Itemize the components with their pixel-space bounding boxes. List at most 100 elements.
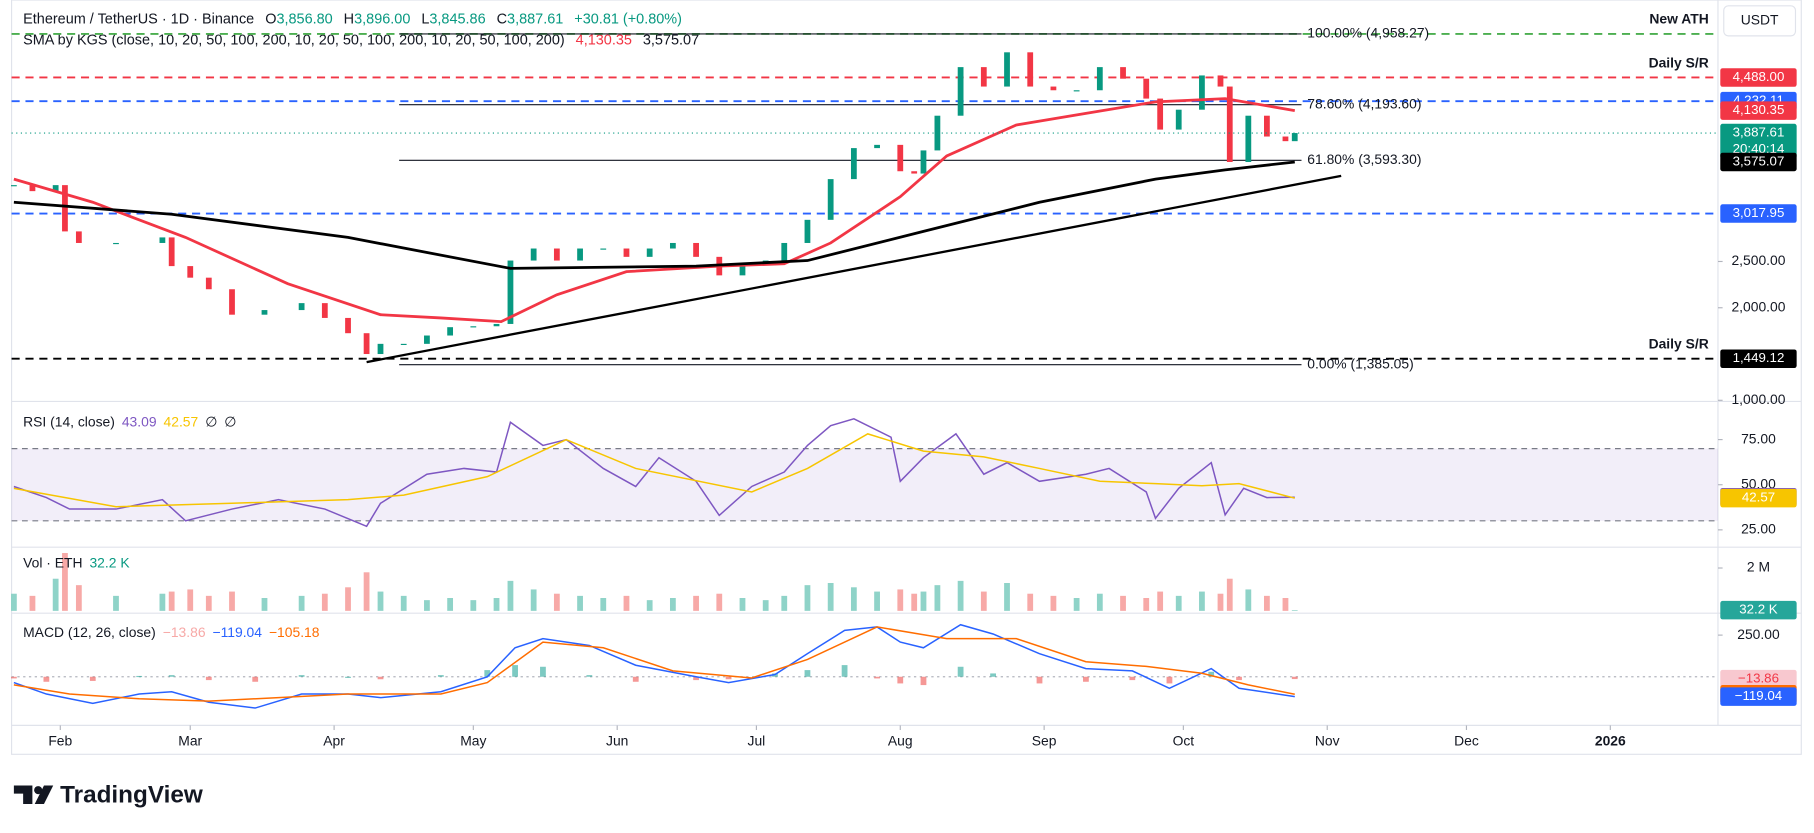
price-change: +30.81 (+0.80%) xyxy=(574,11,682,27)
logo-mark xyxy=(13,785,33,805)
candle-body xyxy=(52,185,59,192)
macd-histogram-bar xyxy=(1166,676,1173,684)
volume-bar xyxy=(850,587,857,611)
candle-body xyxy=(1175,109,1182,130)
series-line xyxy=(13,623,1295,709)
volume-bar xyxy=(447,598,454,611)
volume-bar xyxy=(1004,583,1010,611)
macd-histogram-bar xyxy=(897,676,904,684)
chart-frame xyxy=(10,0,1802,755)
volume-bar xyxy=(1291,610,1298,611)
macd-histogram-bar xyxy=(874,676,880,679)
axis-price-label: 3,887.61 xyxy=(1733,125,1785,140)
candle-body xyxy=(669,242,676,249)
volume-bar xyxy=(553,593,560,611)
currency-label[interactable]: USDT xyxy=(1741,12,1779,28)
volume-bar xyxy=(1073,598,1080,611)
x-tick-label: Sep xyxy=(1032,732,1057,748)
pane-legend: Vol · ETH 32.2 K xyxy=(23,554,130,570)
volume-bar xyxy=(957,580,964,611)
x-tick-label: Aug xyxy=(888,732,913,748)
legend-value: 43.09 xyxy=(122,413,157,429)
ohlc-key: O xyxy=(265,11,276,27)
candle-body xyxy=(1096,67,1103,91)
x-tick-label: Nov xyxy=(1315,732,1340,748)
macd-histogram-bar xyxy=(168,675,175,677)
macd-histogram-bar xyxy=(920,676,927,686)
candle-body xyxy=(363,333,370,355)
candle-body xyxy=(493,323,500,327)
macd-histogram-bar xyxy=(632,676,639,682)
volume-bar xyxy=(493,598,500,611)
macd-histogram-bar xyxy=(586,675,593,677)
candle-body xyxy=(447,327,454,336)
axis-price-box xyxy=(1720,669,1797,689)
volume-bar xyxy=(669,598,676,611)
volume-bar xyxy=(229,591,235,611)
series-line xyxy=(13,433,1295,508)
volume-bar xyxy=(1226,578,1233,611)
macd-histogram-bar xyxy=(841,665,848,677)
candle-body xyxy=(1264,115,1270,137)
volume-bar xyxy=(781,595,788,611)
axis-price-label: −119.04 xyxy=(1735,688,1782,703)
macd-histogram-bar xyxy=(484,670,491,677)
x-tick-label: Apr xyxy=(323,732,345,748)
volume-bar xyxy=(470,600,477,611)
volume-bar xyxy=(205,595,212,611)
volume-bar xyxy=(1157,591,1164,611)
volume-bar xyxy=(187,589,194,611)
candle-body xyxy=(29,185,36,192)
macd-histogram-bar xyxy=(957,666,964,677)
x-tick-label: 2026 xyxy=(1595,732,1626,748)
candle-body xyxy=(377,343,384,355)
axis-price-label: 3,575.07 xyxy=(1733,153,1785,168)
y-tick-label: 2 M xyxy=(1747,559,1770,575)
candle-body xyxy=(1143,78,1150,99)
axis-price-label: 4,488.00 xyxy=(1733,69,1785,84)
candle-body xyxy=(1004,52,1010,87)
x-tick-label: Feb xyxy=(48,732,72,748)
candle-body xyxy=(646,248,653,257)
macd-histogram-bar xyxy=(990,673,996,677)
macd-histogram-bar xyxy=(1208,671,1215,677)
volume-bar xyxy=(52,578,59,611)
candle-body xyxy=(168,237,175,267)
y-tick-label: 2,500.00 xyxy=(1731,252,1785,268)
series-line xyxy=(13,626,1295,702)
axis-price-label: 3,017.95 xyxy=(1733,205,1785,220)
rsi-band xyxy=(11,448,1718,521)
macd-histogram-bar xyxy=(298,675,305,677)
volume-bar xyxy=(646,600,653,611)
macd-histogram-bar xyxy=(437,675,444,677)
currency-button[interactable] xyxy=(1723,5,1797,37)
volume-bar xyxy=(1175,595,1182,611)
volume-bar xyxy=(363,572,370,611)
level-label: Daily S/R xyxy=(1649,336,1709,352)
candle-body xyxy=(345,317,351,334)
ohlc-value: 3,887.61 xyxy=(507,11,563,27)
macd-histogram-bar xyxy=(345,676,351,678)
x-tick-label: Jul xyxy=(748,732,766,748)
volume-bar xyxy=(1143,598,1150,611)
level-label: New ATH xyxy=(1649,11,1708,27)
volume-bar xyxy=(920,591,927,611)
y-tick-label: 25.00 xyxy=(1741,521,1776,537)
volume-bar xyxy=(1050,595,1057,611)
y-tick-label: 2,000.00 xyxy=(1731,298,1785,314)
fib-label: 0.00% (1,385.05) xyxy=(1307,355,1413,371)
macd-histogram-bar xyxy=(377,676,384,680)
fib-label: 61.80% (3,593.30) xyxy=(1307,151,1421,167)
volume-bar xyxy=(1120,595,1126,611)
pane-title: MACD (12, 26, close) xyxy=(23,624,156,640)
axis-price-box xyxy=(1720,152,1797,172)
ohlc-key: H xyxy=(344,11,354,27)
candle-body xyxy=(897,144,904,172)
volume-bar xyxy=(827,583,834,611)
axis-price-box xyxy=(1720,488,1797,508)
series-line xyxy=(13,160,1295,270)
volume-bar xyxy=(377,591,384,611)
macd-histogram-bar xyxy=(136,675,143,678)
logo-mark xyxy=(34,786,43,795)
